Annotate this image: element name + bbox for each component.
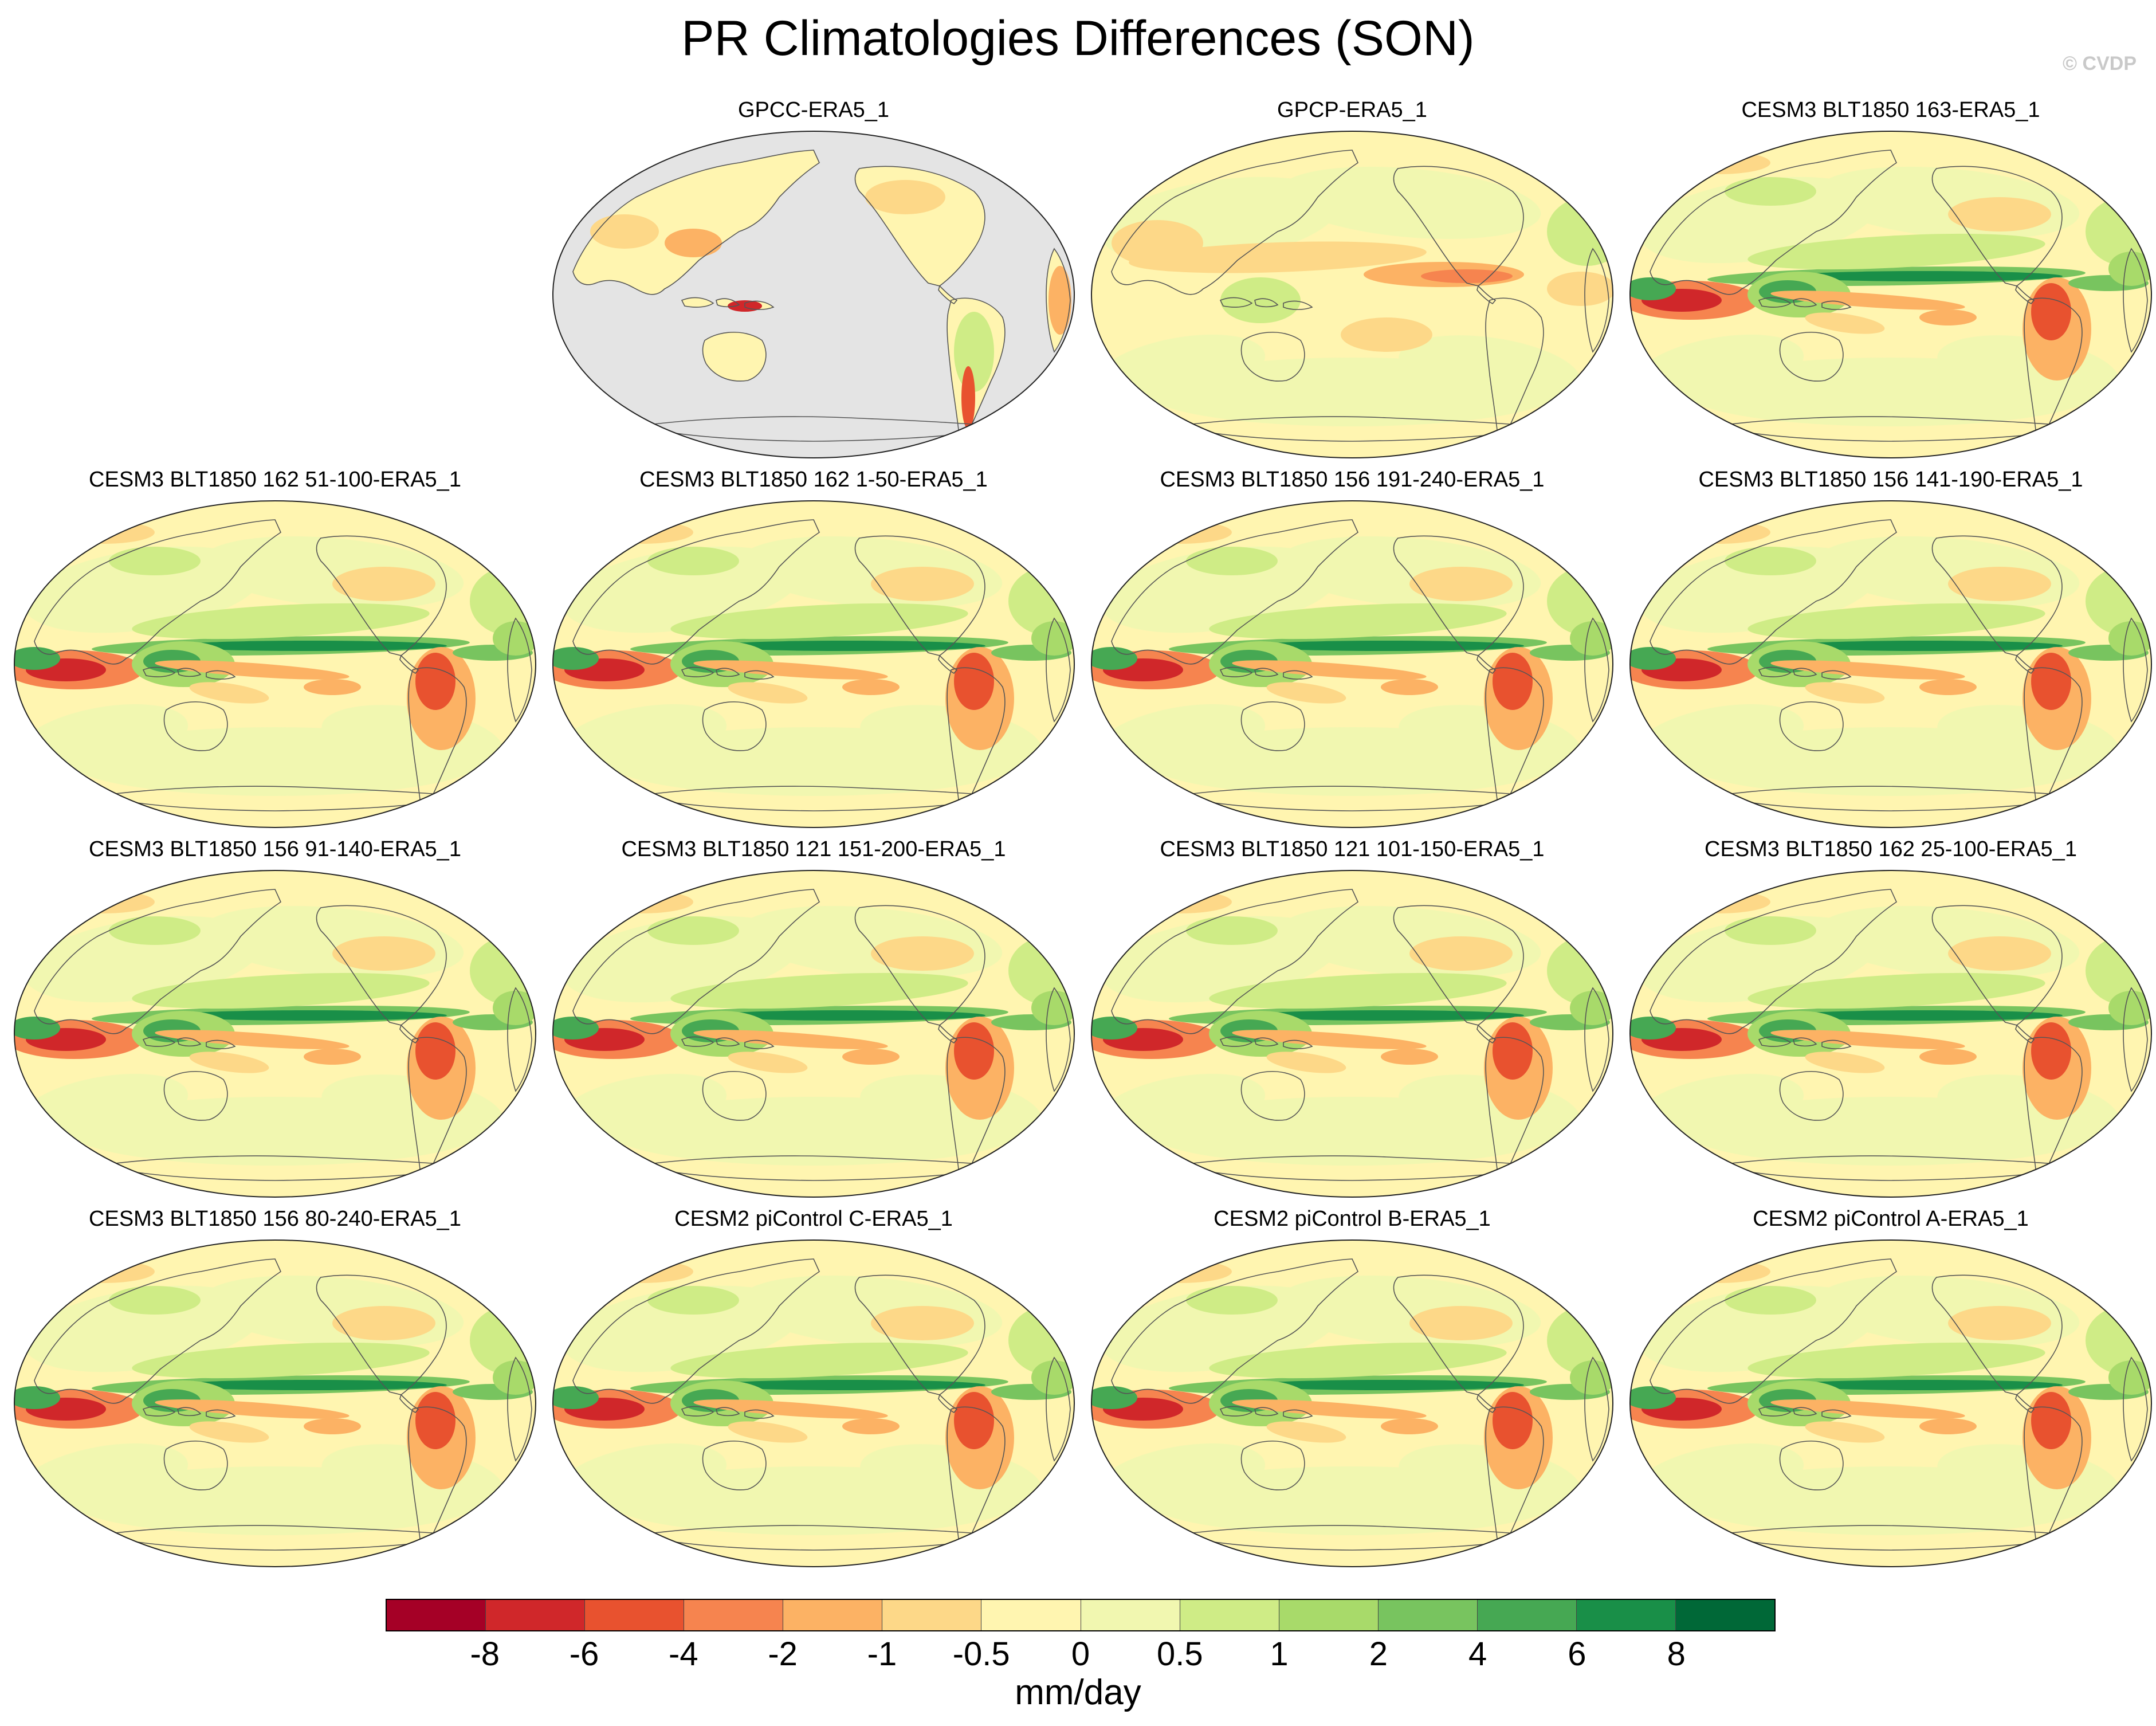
colorbar-tick-label: -4 xyxy=(669,1635,698,1673)
world-map xyxy=(1091,870,1613,1198)
panel-title: CESM3 BLT1850 162 51-100-ERA5_1 xyxy=(89,468,461,492)
map-panel: CESM2 piControl B-ERA5_1 xyxy=(1089,1206,1616,1573)
panel-title: CESM2 piControl C-ERA5_1 xyxy=(674,1207,953,1231)
figure-title: PR Climatologies Differences (SON) xyxy=(681,11,1475,66)
map-panel: CESM2 piControl C-ERA5_1 xyxy=(550,1206,1077,1573)
map-panel: CESM3 BLT1850 156 191-240-ERA5_1 xyxy=(1089,467,1616,834)
panel-title: CESM3 BLT1850 156 191-240-ERA5_1 xyxy=(1160,468,1545,492)
world-map xyxy=(1091,131,1613,458)
panel-title: CESM3 BLT1850 162 1-50-ERA5_1 xyxy=(639,468,988,492)
colorbar-tick-label: 6 xyxy=(1568,1635,1586,1673)
map-panel: CESM3 BLT1850 156 91-140-ERA5_1 xyxy=(11,837,539,1203)
world-map xyxy=(552,1239,1075,1567)
colorbar-tick-label: -2 xyxy=(768,1635,798,1673)
colorbar-tick-label: 2 xyxy=(1369,1635,1388,1673)
cvdp-credit: © CVDP xyxy=(2063,53,2137,74)
colorbar-tick-label: -8 xyxy=(470,1635,500,1673)
colorbar-swatch xyxy=(882,1600,982,1630)
panel-title: GPCC-ERA5_1 xyxy=(738,98,889,122)
world-map xyxy=(1629,1239,2152,1567)
colorbar-tick-label: 8 xyxy=(1667,1635,1686,1673)
colorbar-swatch xyxy=(1081,1600,1180,1630)
map-panel: CESM3 BLT1850 162 51-100-ERA5_1 xyxy=(11,467,539,834)
world-map xyxy=(1629,500,2152,828)
panel-title: CESM3 BLT1850 156 80-240-ERA5_1 xyxy=(89,1207,461,1231)
world-map xyxy=(552,500,1075,828)
world-map xyxy=(1091,1239,1613,1567)
panel-title: CESM2 piControl B-ERA5_1 xyxy=(1214,1207,1491,1231)
map-panel: CESM2 piControl A-ERA5_1 xyxy=(1627,1206,2154,1573)
map-panel: CESM3 BLT1850 162 1-50-ERA5_1 xyxy=(550,467,1077,834)
colorbar-tick-label: -6 xyxy=(569,1635,599,1673)
colorbar-swatch xyxy=(1676,1600,1775,1630)
panel-title: CESM3 BLT1850 156 91-140-ERA5_1 xyxy=(89,837,461,861)
world-map xyxy=(552,870,1075,1198)
map-panel: CESM3 BLT1850 156 80-240-ERA5_1 xyxy=(11,1206,539,1573)
map-panel: GPCC-ERA5_1 xyxy=(550,97,1077,464)
colorbar-swatch xyxy=(1279,1600,1379,1630)
panel-title: CESM3 BLT1850 121 151-200-ERA5_1 xyxy=(621,837,1006,861)
colorbar-tick-label: -1 xyxy=(867,1635,897,1673)
colorbar-swatch xyxy=(1576,1600,1676,1630)
panel-title: GPCP-ERA5_1 xyxy=(1277,98,1427,122)
map-panel: CESM3 BLT1850 121 151-200-ERA5_1 xyxy=(550,837,1077,1203)
world-map xyxy=(14,1239,536,1567)
colorbar-swatch xyxy=(981,1600,1081,1630)
colorbar-tick-label: -0.5 xyxy=(952,1635,1010,1673)
colorbar-swatch xyxy=(486,1600,586,1630)
colorbar-tick-label: 1 xyxy=(1270,1635,1289,1673)
world-map xyxy=(552,131,1075,458)
colorbar-swatch xyxy=(585,1600,685,1630)
world-map xyxy=(1629,131,2152,458)
world-map xyxy=(1629,870,2152,1198)
colorbar-swatch xyxy=(684,1600,784,1630)
colorbar-units: mm/day xyxy=(1015,1673,1141,1712)
colorbar xyxy=(386,1599,1776,1631)
panel-title: CESM3 BLT1850 121 101-150-ERA5_1 xyxy=(1160,837,1545,861)
world-map xyxy=(1091,500,1613,828)
map-panel: GPCP-ERA5_1 xyxy=(1089,97,1616,464)
colorbar-swatch xyxy=(1378,1600,1478,1630)
world-map xyxy=(14,500,536,828)
panel-title: CESM2 piControl A-ERA5_1 xyxy=(1753,1207,2029,1231)
panel-title: CESM3 BLT1850 156 141-190-ERA5_1 xyxy=(1698,468,2083,492)
colorbar-tick-label: 0.5 xyxy=(1156,1635,1203,1673)
colorbar-tick-label: 0 xyxy=(1071,1635,1090,1673)
colorbar-swatch xyxy=(1477,1600,1577,1630)
colorbar-swatch xyxy=(1180,1600,1279,1630)
colorbar-swatch xyxy=(387,1600,486,1630)
map-panel: CESM3 BLT1850 121 101-150-ERA5_1 xyxy=(1089,837,1616,1203)
map-panel: CESM3 BLT1850 156 141-190-ERA5_1 xyxy=(1627,467,2154,834)
map-panel: CESM3 BLT1850 163-ERA5_1 xyxy=(1627,97,2154,464)
map-panel: CESM3 BLT1850 162 25-100-ERA5_1 xyxy=(1627,837,2154,1203)
colorbar-tick-label: 4 xyxy=(1468,1635,1487,1673)
world-map xyxy=(14,870,536,1198)
panel-title: CESM3 BLT1850 163-ERA5_1 xyxy=(1741,98,2040,122)
colorbar-swatch xyxy=(783,1600,883,1630)
panel-title: CESM3 BLT1850 162 25-100-ERA5_1 xyxy=(1705,837,2077,861)
